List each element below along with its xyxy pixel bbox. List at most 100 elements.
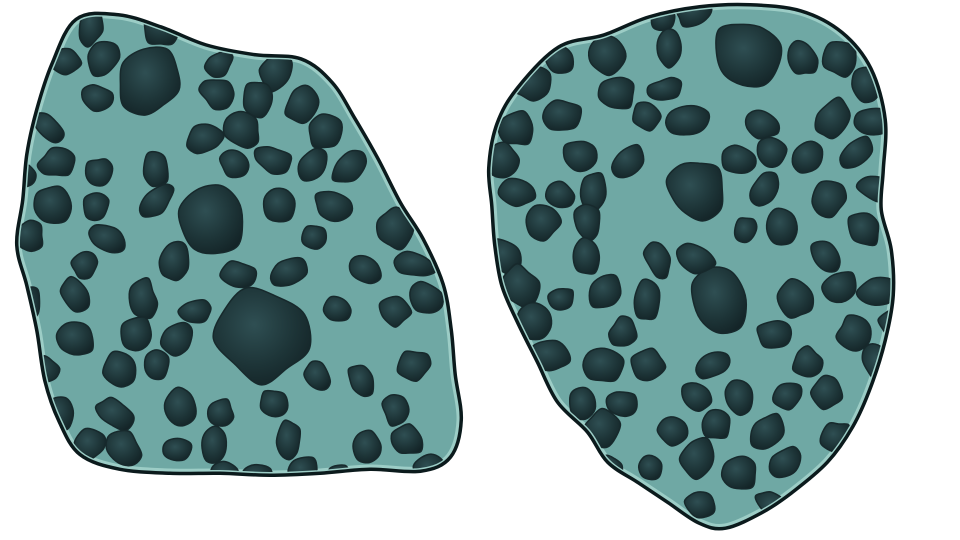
rock-cell <box>597 76 635 110</box>
rock-cell <box>308 113 343 149</box>
rock-left-cells <box>19 16 447 472</box>
rock-cell <box>542 99 583 131</box>
rock-cell <box>683 491 716 519</box>
rock-cell <box>749 412 785 450</box>
rock-cell <box>675 7 713 28</box>
rock-cell <box>733 217 758 244</box>
rock-cell <box>633 278 661 321</box>
rock-cell <box>791 140 824 174</box>
rock-cell <box>80 84 115 113</box>
rock-cell <box>297 147 328 182</box>
rock-cell <box>665 104 711 136</box>
rock-cell <box>665 162 724 222</box>
rock-cell <box>646 76 683 101</box>
rock-cell <box>393 250 438 277</box>
rock-cell <box>120 316 153 352</box>
rock-cell <box>839 135 874 169</box>
rock-cell <box>253 146 293 176</box>
rock-cell <box>390 423 424 455</box>
rock-cell <box>721 144 757 174</box>
rock-cell <box>102 350 137 388</box>
rock-cell <box>582 347 625 383</box>
rock-cell <box>269 256 309 287</box>
rock-cell <box>701 408 731 440</box>
rock-cell <box>198 79 235 111</box>
rock-cell <box>78 16 104 48</box>
rock-cell <box>222 110 260 149</box>
rock-cell <box>720 455 757 490</box>
rock-cell <box>70 250 99 280</box>
rock-cell <box>776 278 815 319</box>
rock-cell <box>631 101 662 132</box>
rock-cell <box>756 136 788 169</box>
rock-cell <box>378 295 413 328</box>
rock-cell <box>681 382 713 413</box>
rock-cell <box>240 463 274 472</box>
rock-cell <box>821 40 857 78</box>
rock-sprite-right <box>486 2 896 531</box>
rock-cell <box>348 254 382 285</box>
rock-cell <box>381 394 410 427</box>
rock-cell <box>715 23 783 88</box>
rock-cell <box>749 171 780 207</box>
rock-cell <box>177 184 244 255</box>
rock-cell <box>287 456 318 472</box>
rock-cell <box>497 109 534 146</box>
rock-cell <box>163 386 197 427</box>
rock-cell <box>177 298 212 324</box>
rock-cell <box>814 96 851 140</box>
rock-cell <box>396 350 432 383</box>
rock-cell <box>138 183 175 218</box>
rock-cell <box>94 396 135 432</box>
rock-cell <box>212 286 312 386</box>
rock-cell <box>352 429 382 464</box>
rock-cell <box>608 315 638 347</box>
rock-cell <box>347 364 375 398</box>
rock-cell <box>314 190 354 223</box>
rock-cell <box>637 454 663 481</box>
rock-cell <box>219 260 258 289</box>
rock-cell <box>656 416 689 447</box>
rock-cell <box>642 241 672 280</box>
rock-cell <box>821 270 857 304</box>
rock-cell <box>690 266 748 335</box>
rock-cell <box>756 320 793 349</box>
rock-cell <box>765 207 798 246</box>
rock-cell <box>572 236 601 275</box>
rock-cell <box>301 224 328 250</box>
rock-cell <box>791 345 824 378</box>
rock-cell <box>275 419 302 461</box>
rock-cell <box>545 180 576 209</box>
rock-cell <box>579 171 607 214</box>
rock-cell <box>218 149 250 179</box>
rock-cell <box>855 276 891 306</box>
rock-cell <box>59 275 91 313</box>
rock-cell <box>811 180 848 219</box>
rock-cell <box>284 84 320 125</box>
rock-cell <box>695 351 731 380</box>
rock-cell <box>491 141 521 179</box>
rock-sprite-left <box>14 11 464 477</box>
rock-cell <box>84 158 114 187</box>
rock-cell <box>82 192 110 222</box>
rock-cell <box>33 185 73 224</box>
rock-cell <box>375 206 415 251</box>
rock-cell <box>497 177 537 208</box>
rock-cell <box>87 40 121 78</box>
rock-cell <box>242 81 274 119</box>
rock-cell <box>853 107 891 136</box>
rock-cell <box>158 240 190 282</box>
rock-cell <box>611 143 645 179</box>
rock-cell <box>105 429 143 467</box>
rock-cell <box>630 347 667 382</box>
rock-cell <box>724 379 754 417</box>
rock-cell <box>675 242 717 275</box>
rock-cell <box>809 374 844 411</box>
rock-cell <box>605 391 638 418</box>
rock-cell <box>36 146 76 177</box>
rock-cell <box>331 149 368 183</box>
rock-cell <box>562 140 598 173</box>
rock-cell <box>787 39 819 75</box>
rock-cell <box>143 349 170 381</box>
